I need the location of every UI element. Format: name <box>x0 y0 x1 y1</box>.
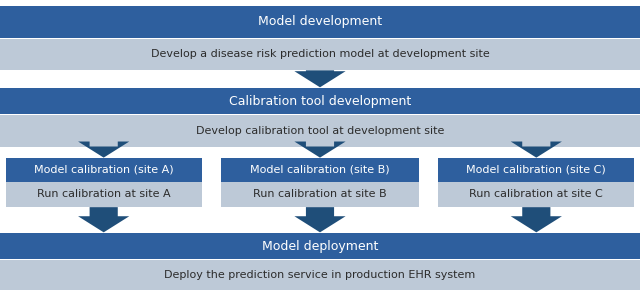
Bar <box>438 158 634 182</box>
Bar <box>6 182 202 207</box>
Text: Develop calibration tool at development site: Develop calibration tool at development … <box>196 126 444 136</box>
Bar <box>221 182 419 207</box>
Bar <box>221 158 419 182</box>
Text: Develop a disease risk prediction model at development site: Develop a disease risk prediction model … <box>150 50 490 59</box>
Text: Model deployment: Model deployment <box>262 240 378 253</box>
Bar <box>0 6 640 38</box>
Bar <box>6 158 202 182</box>
Polygon shape <box>294 70 346 87</box>
Text: Deploy the prediction service in production EHR system: Deploy the prediction service in product… <box>164 270 476 280</box>
Bar <box>0 115 640 146</box>
Bar <box>0 260 640 290</box>
Bar <box>438 182 634 207</box>
Polygon shape <box>78 142 129 158</box>
Bar <box>0 39 640 70</box>
Text: Calibration tool development: Calibration tool development <box>229 95 411 108</box>
Text: Run calibration at site C: Run calibration at site C <box>469 189 603 200</box>
Text: Model calibration (site A): Model calibration (site A) <box>34 165 174 175</box>
Text: Run calibration at site A: Run calibration at site A <box>37 189 171 200</box>
Text: Model development: Model development <box>258 16 382 28</box>
Text: Model calibration (site C): Model calibration (site C) <box>466 165 606 175</box>
Text: Run calibration at site B: Run calibration at site B <box>253 189 387 200</box>
Polygon shape <box>294 207 346 232</box>
Text: Model calibration (site B): Model calibration (site B) <box>250 165 390 175</box>
Polygon shape <box>511 207 562 232</box>
Polygon shape <box>511 142 562 158</box>
Polygon shape <box>78 207 129 232</box>
Bar <box>0 88 640 114</box>
Polygon shape <box>294 142 346 158</box>
Bar <box>0 233 640 259</box>
